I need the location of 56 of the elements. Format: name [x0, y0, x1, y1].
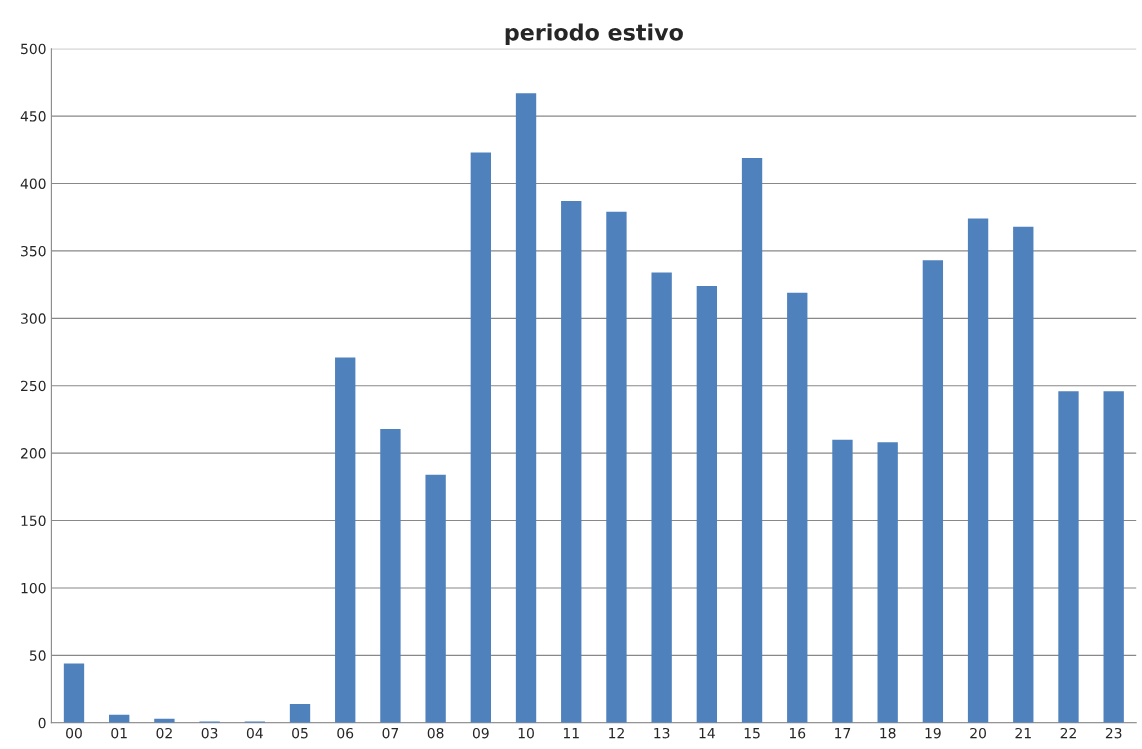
- y-tick-label: 450: [20, 111, 46, 122]
- y-tick-label: 500: [21, 43, 46, 55]
- x-tick-label: 18: [880, 727, 896, 739]
- x-tick-label: 01: [111, 727, 127, 739]
- bar: [741, 157, 763, 723]
- x-tick-label: 10: [518, 727, 534, 739]
- x-tick-label: 16: [789, 727, 806, 739]
- x-tick-label: 03: [201, 727, 218, 739]
- y-tick-label: 100: [21, 582, 46, 594]
- x-tick-label: 04: [246, 727, 263, 739]
- x-tick-label: 11: [563, 728, 579, 739]
- bar: [787, 292, 808, 723]
- bar: [515, 93, 537, 723]
- bar: [922, 260, 944, 723]
- bar: [877, 442, 898, 723]
- x-tick-label: 21: [1015, 727, 1031, 739]
- y-tick-label: 400: [20, 178, 46, 189]
- bar: [696, 285, 718, 723]
- bar: [335, 357, 356, 723]
- y-tick-label: 200: [21, 448, 46, 459]
- bar: [651, 272, 672, 723]
- x-tick-label: 02: [156, 727, 172, 739]
- x-tick-label: 12: [609, 727, 624, 739]
- bar: [561, 201, 582, 723]
- bar: [1058, 391, 1079, 723]
- x-tick-label: 14: [699, 728, 715, 739]
- bar: [425, 474, 446, 723]
- bar: [832, 439, 853, 723]
- x-tick-label: 05: [292, 727, 308, 739]
- y-tick-label: 250: [21, 380, 46, 392]
- y-tick-label: 300: [21, 313, 46, 324]
- bar: [1103, 391, 1124, 723]
- bar: [606, 211, 627, 723]
- x-tick-label: 15: [744, 728, 760, 739]
- x-tick-label: 19: [925, 727, 941, 739]
- bar: [470, 152, 491, 723]
- x-tick-label: 00: [66, 727, 82, 739]
- bar: [63, 663, 85, 723]
- y-tick-label: 50: [29, 650, 46, 661]
- bar: [967, 218, 989, 723]
- x-tick-label: 07: [382, 727, 399, 739]
- y-tick-label: 150: [21, 515, 46, 527]
- x-tick-label: 22: [1060, 727, 1076, 739]
- y-tick-label: 0: [38, 717, 46, 729]
- x-tick-label: 13: [654, 727, 670, 739]
- x-tick-label: 06: [337, 727, 354, 739]
- bar: [380, 428, 401, 723]
- x-tick-label: 09: [472, 727, 489, 739]
- bar: [289, 703, 311, 723]
- x-tick-label: 17: [835, 728, 851, 739]
- bar: [1013, 226, 1034, 723]
- y-tick-label: 350: [21, 245, 46, 257]
- x-tick-label: 08: [427, 727, 444, 739]
- x-tick-label: 20: [970, 727, 986, 739]
- chart-title: periodo estivo: [505, 23, 683, 45]
- x-tick-label: 23: [1105, 727, 1122, 739]
